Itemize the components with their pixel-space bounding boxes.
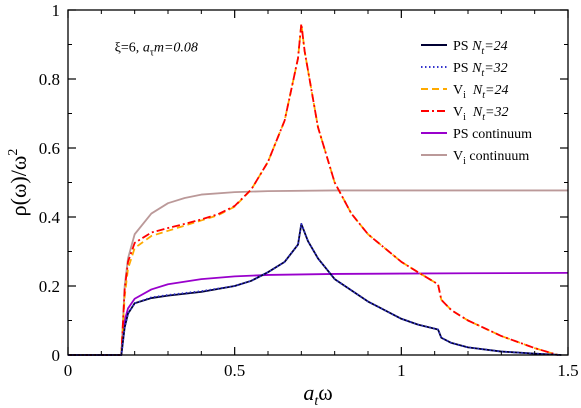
y-tick-label: 0.2	[39, 277, 60, 296]
legend-label-n-value: =24	[484, 39, 507, 54]
legend-label-name: PS	[453, 61, 472, 76]
y-axis: 0 0.2 0.4 0.6 0.8 1	[39, 1, 568, 365]
x-tick-label: 1.5	[557, 361, 578, 380]
legend-label-n-subscript: t	[481, 68, 484, 79]
legend-label-0: PS Nt=24	[453, 39, 508, 57]
annotation-mass: m=0.08	[154, 40, 198, 55]
x-tick-label: 0	[64, 361, 73, 380]
legend-label-name: V	[453, 105, 463, 120]
y-axis-label-superscript: 2	[6, 149, 21, 156]
y-tick-label: 0.6	[39, 139, 60, 158]
legend-label-n: N	[472, 83, 483, 98]
y-tick-label: 0	[52, 346, 61, 365]
y-tick-label: 0.4	[39, 208, 61, 227]
annotation-a: a	[143, 40, 150, 55]
parameter-annotation: ξ=6, aτm=0.08	[115, 40, 198, 58]
x-axis-label-tail: ω	[318, 380, 332, 405]
legend-label-name: V	[453, 83, 463, 98]
x-axis: 0 0.5 1 1.5	[64, 10, 579, 380]
legend-label-n: N	[472, 105, 483, 120]
legend-label-n: N	[471, 61, 482, 76]
x-tick-label: 0.5	[224, 361, 245, 380]
legend-label-space	[466, 83, 473, 98]
y-tick-label: 1	[52, 1, 61, 20]
legend-label-3: Vi Nt=32	[453, 105, 508, 123]
legend-label-tail: continuum	[466, 149, 529, 164]
legend-label-n-subscript: t	[482, 90, 485, 101]
x-tick-label: 1	[397, 361, 406, 380]
legend-label-4: PS continuum	[453, 127, 532, 142]
annotation-a-subscript: τ	[150, 47, 154, 58]
legend-label-2: Vi Nt=24	[453, 83, 508, 101]
legend-label-n-subscript: t	[482, 112, 485, 123]
x-axis-label: atω	[303, 380, 332, 408]
legend-label-name: PS continuum	[453, 127, 532, 142]
legend-label-subscript: i	[463, 90, 466, 101]
legend-label-n-value: =32	[485, 105, 508, 120]
legend-label-subscript: i	[463, 112, 466, 123]
legend-label-1: PS Nt=32	[453, 61, 508, 79]
x-axis-label-subscript: t	[314, 394, 319, 408]
x-axis-label-base: a	[303, 380, 314, 405]
series-layer	[68, 22, 569, 356]
legend-label-n-value: =24	[485, 83, 508, 98]
legend-label-n-value: =32	[484, 61, 507, 76]
legend-label-5: Vi continuum	[453, 149, 529, 167]
legend-label-name: V	[453, 149, 463, 164]
legend-label-n-subscript: t	[481, 46, 484, 57]
annotation-xi: ξ	[115, 40, 121, 55]
series-line-3	[68, 22, 559, 356]
legend-label-name: PS	[453, 39, 472, 54]
legend-label-subscript: i	[463, 156, 466, 167]
legend-label-space	[466, 105, 473, 120]
y-tick-label: 0.8	[39, 70, 60, 89]
y-axis-label-main: ρ(ω)/ω	[6, 156, 31, 217]
y-axis-label: ρ(ω)/ω2	[6, 149, 31, 217]
series-line-1	[68, 223, 562, 356]
series-line-4	[68, 271, 569, 356]
annotation-xi-value: =6,	[121, 40, 143, 55]
legend-label-n: N	[471, 39, 482, 54]
